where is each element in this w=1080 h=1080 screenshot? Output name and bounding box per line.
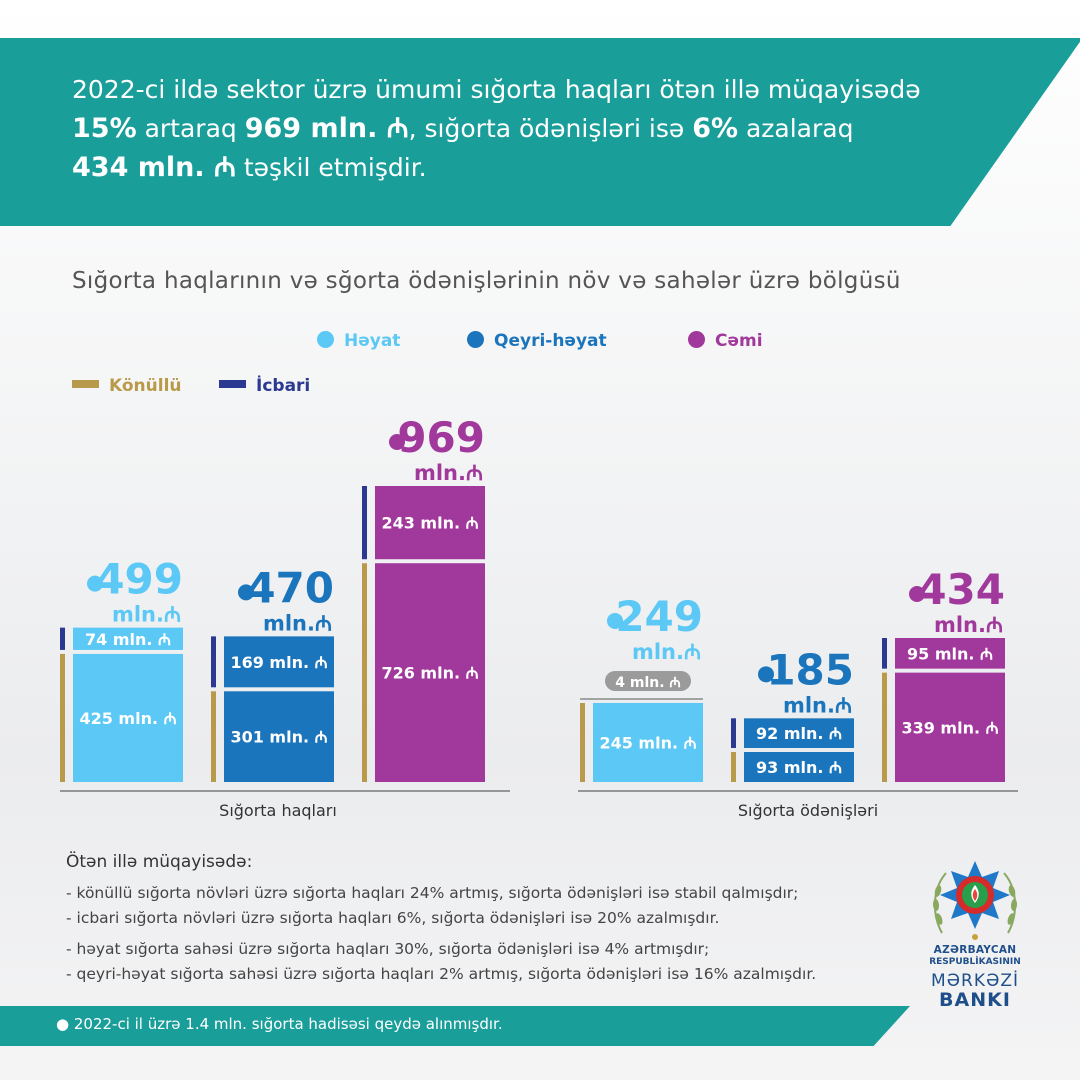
segment-label-konullu: 726 mln. ₼ [381, 664, 478, 683]
konullu-marker [580, 702, 585, 782]
bar-icbari-1 [744, 718, 854, 748]
bank-name: AZƏRBAYCAN RESPUBLİKASININ MƏRKƏZİ BANKI [918, 944, 1032, 1011]
total-value: 249 [615, 592, 703, 641]
segment-label-icbari: 243 mln. ₼ [381, 514, 478, 533]
note-item: - icbari sığorta növləri üzrə sığorta ha… [66, 909, 720, 927]
note-item: - həyat sığorta sahəsi üzrə sığorta haql… [66, 940, 710, 958]
konullu-marker [362, 563, 367, 782]
total-dot [389, 434, 405, 450]
bank-name-line: AZƏRBAYCAN [933, 944, 1017, 956]
header-text: 2022-ci ildə sektor üzrə ümumi sığorta h… [72, 70, 942, 187]
total-unit: mln.₼ [783, 693, 852, 717]
header-text-fragment: , sığorta ödənişləri isə [408, 114, 693, 143]
legend-label: İcbari [256, 376, 311, 396]
segment-label-icbari: 92 mln. ₼ [756, 724, 842, 743]
bar-konullu-2 [375, 563, 485, 782]
segment-label-konullu: 93 mln. ₼ [756, 758, 842, 777]
legend-heyat: Həyat [317, 331, 400, 351]
total-value: 185 [766, 645, 854, 694]
legend-dot-heyat [317, 331, 334, 348]
icbari-marker [882, 638, 887, 669]
legend-qeyri-heyat: Qeyri-həyat [467, 331, 607, 351]
header-premium-total: 969 mln. ₼ [244, 113, 409, 144]
header-text-fragment: azalaraq [738, 114, 854, 143]
total-dot [909, 586, 925, 602]
group-label: Sığorta ödənişləri [738, 801, 878, 820]
header-payout-decline: 6% [692, 113, 739, 144]
icbari-marker [60, 627, 65, 650]
total-unit: mln.₼ [632, 640, 701, 664]
bank-name-line: RESPUBLİKASININ [929, 957, 1021, 967]
bar-konullu-1 [744, 752, 854, 782]
total-dot [758, 666, 774, 683]
total-dot [238, 584, 254, 601]
total-value: 470 [246, 563, 334, 612]
segment-label-icbari: 169 mln. ₼ [230, 653, 327, 672]
header-line-1: 2022-ci ildə sektor üzrə ümumi sığorta h… [72, 75, 921, 104]
total-unit: mln.₼ [934, 613, 1003, 637]
icbari-pill [605, 670, 691, 691]
bar-icbari-2 [375, 486, 485, 560]
konullu-marker [211, 691, 216, 782]
segment-label-konullu: 301 mln. ₼ [230, 728, 327, 747]
bar-konullu-0 [73, 653, 183, 782]
konullu-marker [731, 752, 736, 782]
central-bank-emblem [932, 861, 1018, 940]
segment-label-icbari: 4 mln. ₼ [615, 675, 681, 691]
legend-line-konullu [72, 380, 99, 388]
total-dot [607, 612, 623, 629]
segment-label-icbari: 74 mln. ₼ [85, 630, 171, 649]
header-line-2: 15% artaraq 969 mln. ₼, sığorta ödənişlə… [72, 109, 942, 148]
legend-konullu: Könüllü [72, 376, 182, 396]
notes-block: Ötən illə müqayisədə: - könüllü sığorta … [66, 852, 926, 990]
bank-name-line: BANKI [939, 989, 1011, 1011]
note-item: - könüllü sığorta növləri üzrə sığorta h… [66, 884, 799, 902]
bank-name-line: MƏRKƏZİ [930, 971, 1020, 991]
legend-dot-qeyri-heyat [467, 331, 484, 348]
bar-icbari-0 [73, 627, 183, 650]
segment-label-konullu: 339 mln. ₼ [901, 718, 998, 737]
total-value: 434 [917, 565, 1005, 614]
konullu-marker [882, 672, 887, 782]
header-text-fragment: artaraq [136, 114, 245, 143]
header-premium-growth: 15% [72, 113, 137, 144]
icbari-marker [211, 636, 216, 688]
total-unit: mln.₼ [112, 603, 181, 627]
legend-line-icbari [219, 380, 246, 388]
group-label: Sığorta haqları [219, 801, 337, 820]
legend-cemi: Cəmi [688, 331, 763, 351]
segment-label-konullu: 245 mln. ₼ [599, 733, 696, 752]
segment-label-icbari: 95 mln. ₼ [907, 644, 993, 663]
bar-icbari-2 [895, 638, 1005, 669]
header-text-fragment: təşkil etmişdir. [235, 153, 427, 182]
total-dot [87, 575, 103, 592]
icbari-marker [731, 718, 736, 748]
footer-band [0, 1006, 910, 1046]
legend-dot-cemi [688, 331, 705, 348]
header-line-3: 434 mln. ₼ təşkil etmişdir. [72, 148, 942, 187]
bar-icbari-1 [224, 636, 334, 688]
icbari-marker [362, 486, 367, 560]
footer-text: ● 2022-ci il üzrə 1.4 mln. sığorta hadis… [56, 1015, 503, 1033]
header-payout-total: 434 mln. ₼ [72, 152, 236, 183]
total-value: 499 [95, 555, 183, 604]
konullu-marker [60, 653, 65, 782]
legend-label: Həyat [344, 331, 401, 351]
notes-title: Ötən illə müqayisədə: [66, 852, 253, 872]
total-unit: mln.₼ [414, 461, 483, 485]
total-value: 969 [397, 413, 485, 462]
total-unit: mln.₼ [263, 611, 332, 635]
legend-label: Cəmi [715, 331, 763, 351]
chart-title: Sığorta haqlarının və sğorta ödənişlərin… [72, 268, 901, 294]
bar-konullu-0 [593, 702, 703, 782]
legend-label: Qeyri-həyat [494, 331, 607, 351]
legend-label: Könüllü [109, 376, 182, 396]
segment-label-konullu: 425 mln. ₼ [79, 709, 176, 728]
bar-konullu-2 [895, 672, 1005, 782]
legend-icbari: İcbari [219, 376, 310, 396]
bar-konullu-1 [224, 691, 334, 782]
note-item: - qeyri-həyat sığorta sahəsi üzrə sığort… [66, 965, 817, 983]
header-band [0, 38, 1080, 226]
